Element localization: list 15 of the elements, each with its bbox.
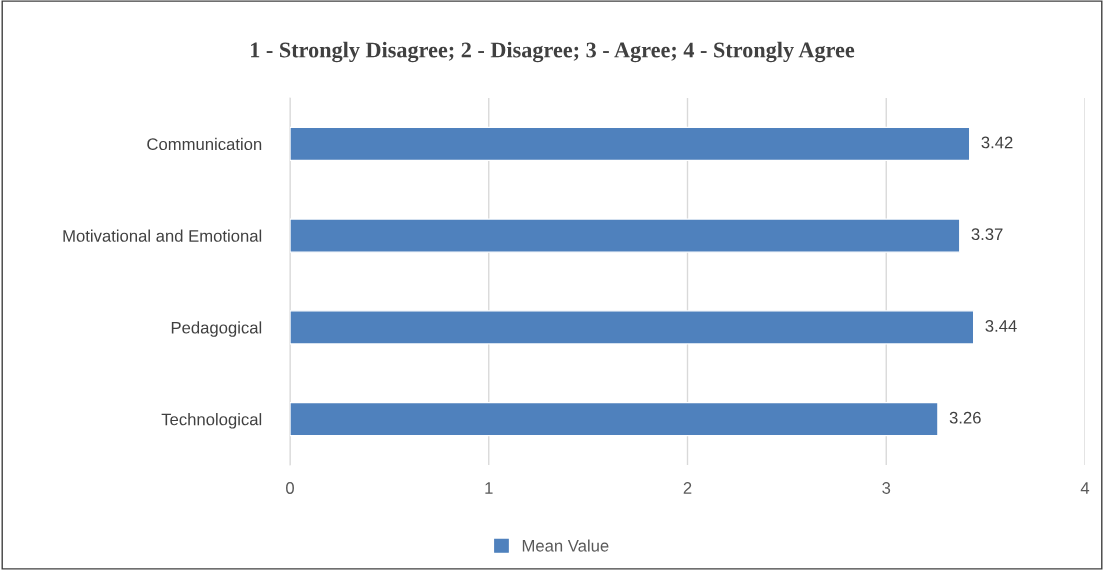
x-tick-label: 0	[286, 482, 294, 494]
x-tick-label: 2	[683, 482, 692, 494]
y-tick-label: Pedagogical	[171, 321, 262, 337]
x-tick-label: 1	[485, 482, 493, 494]
data-label: 3.42	[981, 136, 1013, 149]
data-label: 3.44	[985, 320, 1017, 332]
x-tick-label: 3	[882, 482, 891, 494]
chart-title: 1 - Strongly Disagree; 2 - Disagree; 3 - Agree; 4 - Strongly Agree	[251, 41, 855, 63]
legend-label: Mean Value	[522, 539, 609, 552]
y-tick-label: Communication	[147, 137, 262, 151]
x-tick-label: 4	[1080, 482, 1090, 494]
y-tick-label: Motivational and Emotional	[63, 229, 262, 242]
data-label: 3.26	[949, 411, 981, 424]
y-tick-label: Technological	[161, 413, 262, 429]
data-label: 3.37	[971, 228, 1003, 241]
